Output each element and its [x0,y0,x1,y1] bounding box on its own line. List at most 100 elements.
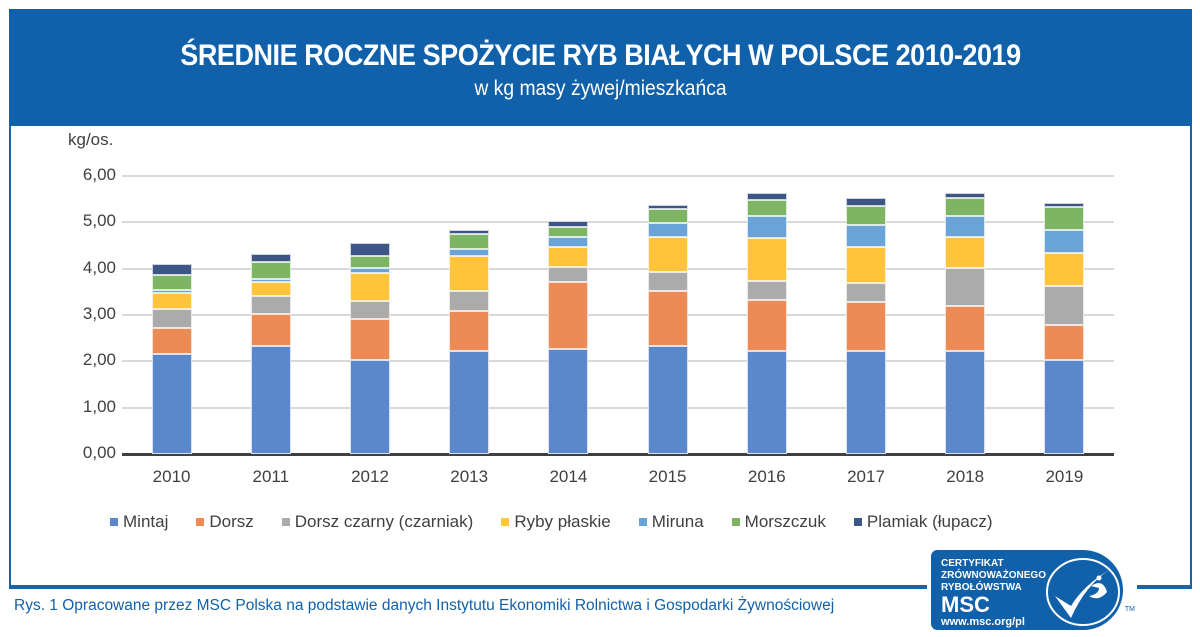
bar-segment [846,246,886,284]
legend-label: Mintaj [123,512,169,531]
bar-segment [151,274,192,290]
legend-label: Morszczuk [744,512,826,531]
bar-segment [548,282,589,349]
bar-segment [945,237,986,269]
bar-segment [449,351,490,454]
bar-segment [151,264,192,275]
legend-swatch-icon [853,518,862,526]
bar-2014 [548,220,589,454]
legend-item: Miruna [638,512,704,532]
legend-label: Dorsz [209,512,254,531]
y-tick-label: 2,00 [82,350,116,370]
bar-segment [250,314,291,347]
gridline [122,267,1114,270]
logo-line1: CERTYFIKAT [941,558,1004,569]
gridline [122,314,1114,316]
bar-segment [250,253,291,262]
bar-segment [350,272,390,302]
bar-segment [350,243,390,256]
legend-swatch-icon [110,518,118,526]
bar-segment [250,346,291,454]
legend-swatch-icon [501,518,510,526]
gridline [122,360,1114,363]
msc-fish-checkmark-icon [1046,558,1120,626]
bar-segment [647,222,688,238]
bar-segment [647,346,688,454]
bar-segment [449,233,490,250]
legend-item: Ryby płaskie [501,512,611,532]
logo-brand: MSC [941,592,990,617]
bar-segment [647,208,688,223]
bar-segment [846,283,886,303]
plot-area [122,175,1114,456]
bar-segment [548,220,589,227]
bar-segment [151,327,192,355]
bar-segment [350,319,390,360]
chart-header: ŚREDNIE ROCZNE SPOŻYCIE RYB BIAŁYCH W PO… [9,9,1192,126]
bar-segment [945,351,986,454]
bar-segment [151,309,192,328]
bar-2017 [846,197,886,454]
x-tick-label: 2011 [252,467,290,486]
bar-segment [250,279,291,283]
y-axis-label: kg/os. [68,130,114,149]
bar-segment [647,271,688,291]
bar-segment [350,267,390,273]
bar-segment [647,290,688,347]
bar-2013 [449,230,490,454]
bar-segment [746,281,787,301]
bar-segment [1044,207,1085,231]
legend-label: Ryby płaskie [514,512,611,531]
bar-2011 [250,253,291,454]
bar-segment [746,238,787,282]
bar-segment [846,206,886,226]
bar-2015 [647,205,688,454]
bar-segment [1044,325,1085,360]
bar-segment [548,266,589,283]
legend-swatch-icon [196,518,205,526]
y-tick-label: 6,00 [82,165,116,184]
legend-label: Plamiak (łupacz) [866,512,993,531]
legend-label: Dorsz czarny (czarniak) [294,512,474,531]
bar-segment [746,215,787,239]
bar-segment [151,289,192,293]
gridline [122,221,1114,224]
bar-segment [350,255,390,268]
legend-item: Morszczuk [731,512,826,532]
logo-trademark: TM [1124,606,1135,613]
bar-segment [1044,285,1085,326]
bar-segment [449,256,490,291]
legend-item: Mintaj [110,512,168,532]
x-tick-label: 2019 [1045,467,1084,486]
bar-segment [945,193,986,198]
legend-item: Plamiak (łupacz) [853,512,993,532]
x-tick-label: 2014 [549,467,588,486]
bar-segment [945,215,986,238]
y-tick-label: 5,00 [82,211,116,231]
bar-segment [846,302,886,352]
x-tick-label: 2016 [747,467,786,486]
msc-logo: CERTYFIKAT ZRÓWNOWAŻONEGO RYBOŁÓWSTWA MS… [927,548,1137,632]
legend-item: Dorsz [196,512,254,532]
bar-segment [746,300,787,352]
bar-segment [350,301,390,320]
bar-segment [250,282,291,297]
y-tick-label: 3,00 [82,304,116,323]
bar-segment [151,354,192,454]
bar-segment [1044,230,1085,253]
bar-segment [945,306,986,352]
bar-segment [746,193,787,201]
bar-segment [746,351,787,454]
chart-title: ŚREDNIE ROCZNE SPOŻYCIE RYB BIAŁYCH W PO… [180,39,1021,72]
x-tick-label: 2015 [648,467,687,486]
bar-segment [449,290,490,311]
bar-segment [548,348,589,454]
bar-segment [647,205,688,209]
bar-segment [1044,359,1085,454]
bar-segment [548,237,589,247]
x-tick-label: 2017 [847,467,885,486]
x-tick-label: 2013 [450,467,489,486]
y-tick-label: 1,00 [82,396,116,416]
bar-segment [647,237,688,272]
bar-segment [449,310,490,352]
